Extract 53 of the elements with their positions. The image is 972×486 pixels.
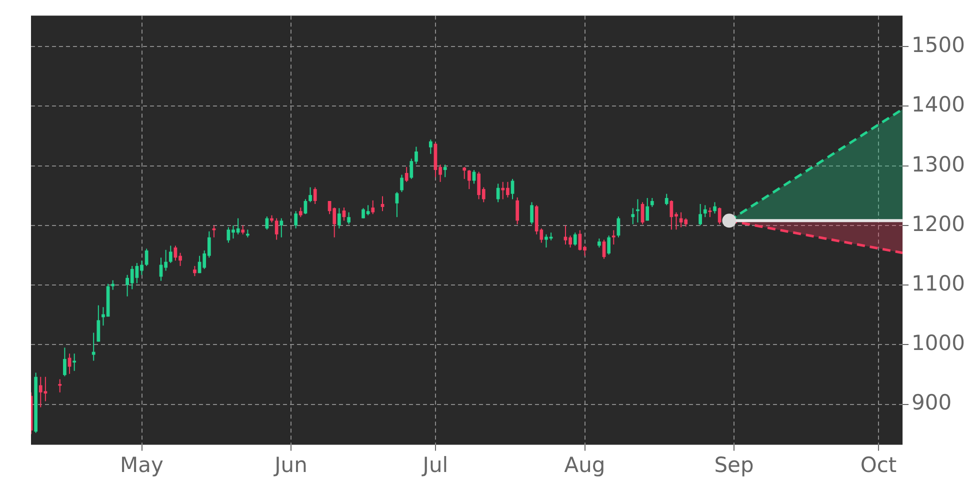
- candlestick: [168, 245, 172, 264]
- candlestick: [400, 174, 404, 193]
- candlestick: [718, 207, 722, 225]
- candlestick: [713, 202, 716, 214]
- x-tick-label: May: [120, 452, 164, 477]
- y-tick-label: 1200: [912, 212, 966, 236]
- y-tick-label: 1000: [912, 331, 966, 356]
- y-tick-label: 900: [912, 390, 952, 415]
- y-tick-label: 1300: [912, 152, 966, 176]
- candlestick: [63, 347, 66, 377]
- candlestick: [631, 208, 635, 225]
- y-tick-label: 1500: [912, 33, 966, 58]
- candlestick: [72, 353, 76, 372]
- candlestick: [308, 186, 312, 203]
- candlestick: [395, 192, 399, 218]
- candlestick: [607, 235, 611, 256]
- y-tick-label: 1100: [912, 271, 966, 296]
- candlestick: [612, 230, 616, 246]
- candlestick: [468, 169, 471, 190]
- candlestick: [193, 265, 196, 277]
- candlestick: [462, 166, 466, 180]
- candlestick: [298, 207, 302, 218]
- candlestick: [58, 378, 62, 393]
- candlestick: [708, 207, 712, 218]
- candlestick: [703, 204, 707, 218]
- candlestick: [92, 332, 96, 362]
- candlestick: [96, 304, 100, 342]
- candlestick: [380, 196, 384, 212]
- candlestick: [280, 218, 284, 238]
- candlestick: [496, 183, 500, 203]
- y-tick-label: 1400: [912, 92, 966, 117]
- x-tick-label: Sep: [714, 452, 754, 477]
- candlestick: [404, 166, 408, 182]
- candlestick: [443, 164, 447, 178]
- x-tick-label: Jul: [420, 452, 448, 477]
- candlestick: [428, 139, 432, 154]
- x-tick-label: Oct: [860, 452, 897, 477]
- candlestick: [510, 178, 514, 200]
- candlestick: [337, 208, 341, 229]
- candlestick: [516, 196, 520, 225]
- x-tick-label: Aug: [564, 452, 606, 477]
- candlestick: [313, 186, 317, 204]
- candlestick: [274, 218, 278, 240]
- x-tick-label: Jun: [272, 452, 308, 477]
- candlestick: [664, 193, 668, 206]
- candlestick: [371, 200, 375, 215]
- candlestick: [573, 232, 577, 246]
- candlestick: [347, 212, 350, 225]
- candlestick: [530, 202, 534, 225]
- candlestick: [294, 210, 298, 229]
- candlestick: [144, 248, 148, 266]
- candlestick: [698, 203, 702, 226]
- candlestick: [646, 198, 650, 222]
